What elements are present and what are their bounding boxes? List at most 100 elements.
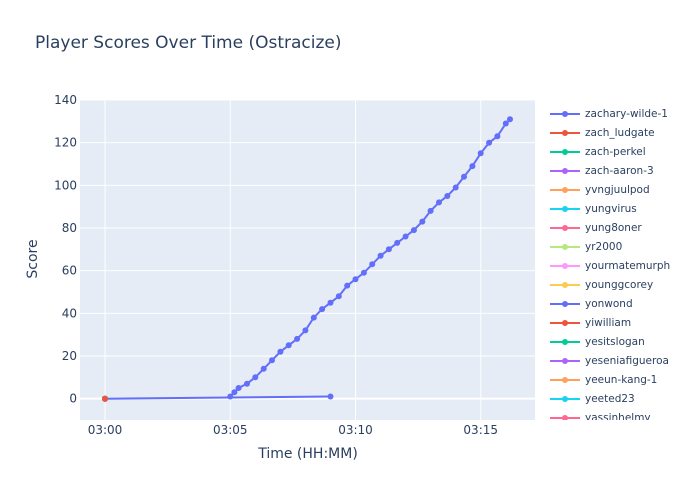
legend-label: yvngjuulpod xyxy=(585,183,650,196)
y-tick-label: 140 xyxy=(54,93,77,107)
y-tick-label: 100 xyxy=(54,178,77,192)
data-point[interactable] xyxy=(436,199,442,206)
legend-item[interactable]: zach_ludgate xyxy=(546,123,696,142)
data-point[interactable] xyxy=(227,393,234,400)
legend-swatch xyxy=(550,206,580,212)
y-tick-label: 120 xyxy=(54,136,77,150)
data-point[interactable] xyxy=(252,374,259,381)
data-point[interactable] xyxy=(277,348,284,355)
legend-item[interactable]: zach-perkel xyxy=(546,142,696,161)
legend-swatch xyxy=(550,225,580,231)
legend-label: yr2000 xyxy=(585,240,623,253)
legend-label: zach-aaron-3 xyxy=(585,164,654,177)
data-point[interactable] xyxy=(327,393,334,400)
data-point[interactable] xyxy=(260,365,267,372)
data-point[interactable] xyxy=(486,139,493,146)
legend-item[interactable]: zachary-wilde-1 xyxy=(546,104,696,123)
legend-item[interactable]: yungvirus xyxy=(546,199,696,218)
legend-item[interactable]: yonwond xyxy=(546,294,696,313)
data-point[interactable] xyxy=(385,246,392,253)
legend-item[interactable]: yeseniafigueroa xyxy=(546,351,696,370)
data-point[interactable] xyxy=(310,314,317,321)
chart-title: Player Scores Over Time (Ostracize) xyxy=(35,33,342,53)
data-point[interactable] xyxy=(319,306,326,313)
data-point[interactable] xyxy=(427,207,434,214)
data-point[interactable] xyxy=(352,276,359,283)
y-tick-label: 40 xyxy=(62,306,77,320)
data-point[interactable] xyxy=(369,261,376,268)
legend-item[interactable]: yung8oner xyxy=(546,218,696,237)
data-point[interactable] xyxy=(335,293,342,300)
y-axis-title: Score xyxy=(25,239,41,279)
legend-swatch xyxy=(550,377,580,383)
data-point[interactable] xyxy=(469,163,476,170)
x-tick-label: 03:05 xyxy=(213,423,248,437)
data-point[interactable] xyxy=(235,385,242,391)
data-point[interactable] xyxy=(444,193,451,199)
legend-label: yesitslogan xyxy=(585,335,645,348)
data-point[interactable] xyxy=(394,239,401,246)
data-point[interactable] xyxy=(360,269,367,276)
x-tick-label: 03:10 xyxy=(338,423,373,437)
data-point[interactable] xyxy=(344,282,351,289)
data-point[interactable] xyxy=(461,173,467,180)
legend-swatch xyxy=(550,320,580,326)
legend-label: yourmatemurph xyxy=(585,259,671,272)
legend-swatch xyxy=(550,358,580,364)
legend-item[interactable]: yr2000 xyxy=(546,237,696,256)
legend-swatch xyxy=(550,263,580,269)
data-point[interactable] xyxy=(231,389,238,396)
legend-label: yungvirus xyxy=(585,202,637,215)
data-point[interactable] xyxy=(244,380,250,387)
legend-item[interactable]: yourmatemurph xyxy=(546,256,696,275)
y-tick-label: 20 xyxy=(62,349,77,363)
x-tick-label: 03:00 xyxy=(88,423,123,437)
y-tick-label: 80 xyxy=(62,221,77,235)
y-tick-label: 0 xyxy=(69,392,77,406)
legend-label: yung8oner xyxy=(585,221,642,234)
data-point[interactable] xyxy=(419,218,426,225)
legend-label: zach_ludgate xyxy=(585,126,655,139)
legend-item[interactable]: yvngjuulpod xyxy=(546,180,696,199)
legend-item[interactable]: zach-aaron-3 xyxy=(546,161,696,180)
legend-swatch xyxy=(550,244,580,250)
legend-label: yonwond xyxy=(585,297,633,310)
legend-item[interactable]: younggcorey xyxy=(546,275,696,294)
data-point[interactable] xyxy=(302,327,309,334)
series-zach_ludgate[interactable] xyxy=(102,395,108,402)
data-point[interactable] xyxy=(294,335,301,342)
legend-swatch xyxy=(550,130,580,136)
data-point[interactable] xyxy=(269,357,275,364)
legend-item[interactable]: yiwilliam xyxy=(546,313,696,332)
y-tick-label: 60 xyxy=(62,264,77,278)
data-point[interactable] xyxy=(285,342,292,349)
legend[interactable]: zachary-wilde-1 zach_ludgate zach-perkel za… xyxy=(546,104,696,420)
data-point[interactable] xyxy=(507,116,513,123)
legend-swatch xyxy=(550,339,580,345)
data-point[interactable] xyxy=(477,150,484,157)
legend-label: yiwilliam xyxy=(585,316,632,329)
data-point[interactable] xyxy=(452,184,459,191)
data-point[interactable] xyxy=(410,227,417,234)
data-point[interactable] xyxy=(102,395,108,402)
x-axis-title: Time (HH:MM) xyxy=(258,446,358,462)
legend-label: yeseniafigueroa xyxy=(585,354,669,367)
series-zachary-wilde-1[interactable] xyxy=(227,116,513,400)
data-point[interactable] xyxy=(494,133,501,140)
legend-label: zachary-wilde-1 xyxy=(585,107,668,120)
data-point[interactable] xyxy=(402,233,409,240)
data-point[interactable] xyxy=(377,252,384,259)
data-point[interactable] xyxy=(327,299,334,306)
legend-item[interactable]: yesitslogan xyxy=(546,332,696,351)
data-point[interactable] xyxy=(502,120,509,127)
legend-item[interactable]: yassinhelmy xyxy=(546,408,696,420)
legend-swatch xyxy=(550,111,580,117)
legend-label: yassinhelmy xyxy=(585,411,651,421)
legend-swatch xyxy=(550,282,580,288)
legend-swatch xyxy=(550,301,580,307)
legend-item[interactable]: yeeted23 xyxy=(546,389,696,408)
legend-item[interactable]: yeeun-kang-1 xyxy=(546,370,696,389)
legend-label: yeeun-kang-1 xyxy=(585,373,658,386)
